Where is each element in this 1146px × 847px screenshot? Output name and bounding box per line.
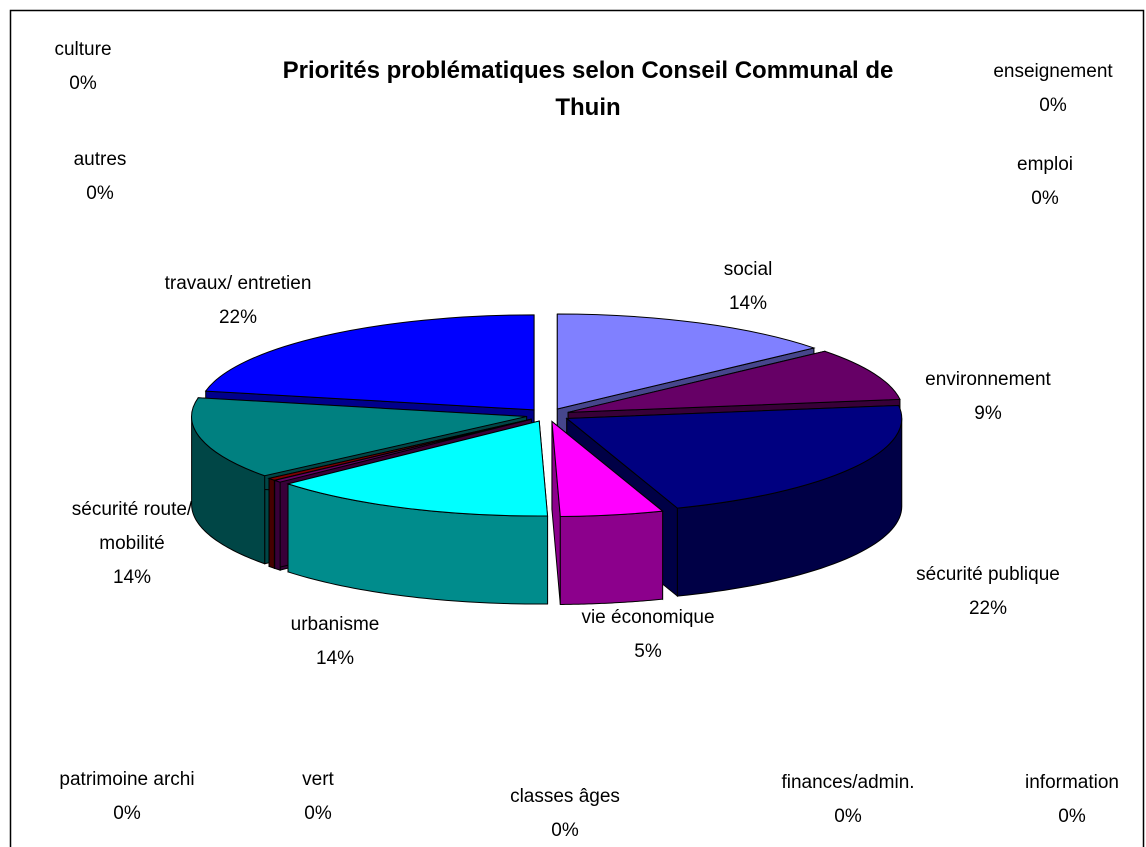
slice-side xyxy=(268,477,275,569)
value-label: 0% xyxy=(1039,95,1067,116)
slice-top xyxy=(204,314,535,411)
category-label: vert xyxy=(302,769,334,790)
value-label: 5% xyxy=(634,641,662,662)
data-label: finances/admin. 0% xyxy=(781,766,914,834)
slice-top xyxy=(272,418,532,483)
category-label: culture xyxy=(54,39,112,60)
pie-slice xyxy=(286,420,549,605)
value-label: 0% xyxy=(551,820,579,841)
value-label: 0% xyxy=(69,73,97,94)
slice-top xyxy=(556,313,816,410)
slice-top xyxy=(286,420,549,517)
data-label: classes âges 0% xyxy=(510,780,620,847)
category-label: emploi xyxy=(1017,154,1073,175)
value-label: 0% xyxy=(86,183,114,204)
value-label: 9% xyxy=(974,403,1002,424)
category-label: urbanisme xyxy=(290,614,380,635)
value-label: 14% xyxy=(315,648,355,669)
data-label: environnement 9% xyxy=(925,363,1051,431)
data-label: social 14% xyxy=(724,253,773,321)
slice-side xyxy=(559,510,664,605)
data-label: autres 0% xyxy=(74,143,127,211)
data-label: enseignement 0% xyxy=(993,55,1112,123)
pie-slice xyxy=(551,420,664,605)
category-label: patrimoine archi xyxy=(59,769,195,790)
data-label: vert 0% xyxy=(302,763,334,831)
category-label: sécurité route/ mobilité xyxy=(71,499,193,554)
data-label: information 0% xyxy=(1025,766,1119,834)
value-label: 22% xyxy=(968,598,1008,619)
data-label: patrimoine archi 0% xyxy=(59,763,194,831)
data-label: urbanisme 14% xyxy=(291,608,380,676)
category-label: autres xyxy=(73,149,127,170)
data-label: vie économique 5% xyxy=(581,601,714,669)
category-label: finances/admin. xyxy=(781,772,915,793)
category-label: enseignement xyxy=(993,61,1113,82)
value-label: 0% xyxy=(1031,188,1059,209)
category-label: social xyxy=(723,259,773,280)
data-label: sécurité route/ mobilité 14% xyxy=(57,493,207,595)
data-label: sécurité publique 22% xyxy=(916,558,1060,626)
value-label: 14% xyxy=(728,293,768,314)
chart-title: Priorités problématiques selon Conseil C… xyxy=(282,57,894,121)
category-label: travaux/ entretien xyxy=(164,273,312,294)
value-label: 22% xyxy=(218,307,258,328)
frame xyxy=(9,9,1145,847)
data-label: culture 0% xyxy=(54,33,111,101)
category-label: information xyxy=(1025,772,1119,793)
value-label: 0% xyxy=(113,803,141,824)
slice-top xyxy=(567,350,901,413)
category-label: classes âges xyxy=(510,786,620,807)
category-label: environnement xyxy=(925,369,1051,390)
slice-top xyxy=(551,420,664,517)
category-label: sécurité publique xyxy=(916,564,1060,585)
slice-side xyxy=(274,479,281,571)
value-label: 0% xyxy=(1058,806,1086,827)
value-label: 0% xyxy=(304,803,332,824)
value-label: 14% xyxy=(112,567,152,588)
data-label: travaux/ entretien 22% xyxy=(165,267,312,335)
data-label: emploi 0% xyxy=(1017,148,1073,216)
category-label: vie économique xyxy=(581,607,715,628)
value-label: 0% xyxy=(834,806,862,827)
slice-top xyxy=(565,404,903,509)
slice-top xyxy=(191,397,527,477)
